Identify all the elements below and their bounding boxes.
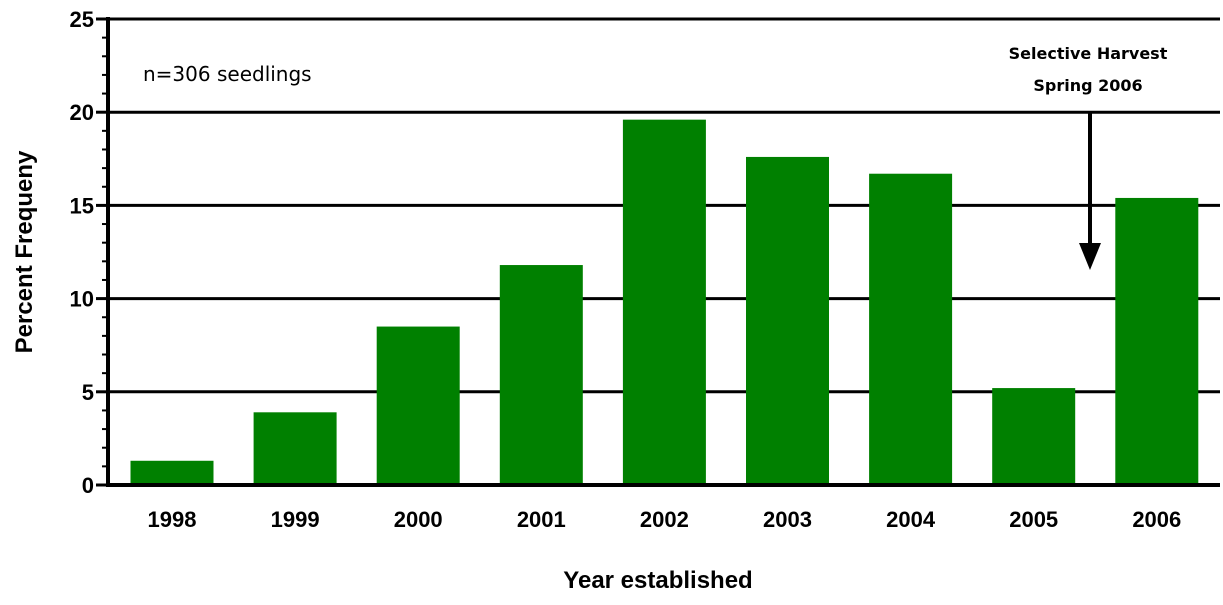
bar-1998 (130, 460, 214, 485)
bar-2005 (992, 388, 1076, 485)
x-tick-label-2002: 2002 (640, 507, 689, 532)
x-tick-label-2004: 2004 (886, 507, 936, 532)
bar-2003 (746, 156, 829, 485)
x-tick-label-2001: 2001 (517, 507, 566, 532)
bar-2000 (376, 326, 460, 485)
bar-1999 (253, 412, 337, 485)
y-tick-label-0: 0 (82, 473, 94, 498)
bar-2004 (869, 173, 953, 485)
x-tick-label-2005: 2005 (1009, 507, 1058, 532)
x-tick-label-1998: 1998 (148, 507, 197, 532)
bar-2002 (622, 119, 706, 485)
sample-size-annotation: n=306 seedlings (143, 62, 312, 86)
harvest-annotation-line2: Spring 2006 (1033, 76, 1142, 95)
axes (96, 17, 1220, 487)
y-axis-title: Percent Frequeny (11, 150, 38, 353)
y-tick-label-25: 25 (70, 7, 94, 32)
y-tick-label-5: 5 (82, 380, 94, 405)
x-tick-labels: 1998 1999 2000 2001 2002 2003 2004 2005 2006 (148, 507, 1182, 532)
x-tick-label-2003: 2003 (763, 507, 812, 532)
bars (130, 119, 1199, 485)
y-tick-labels: 0 5 10 15 20 25 (70, 7, 94, 498)
harvest-arrow-head (1079, 243, 1101, 270)
y-tick-label-10: 10 (70, 287, 94, 312)
bar-2001 (499, 265, 583, 485)
harvest-annotation-line1: Selective Harvest (1009, 44, 1168, 63)
x-tick-label-1999: 1999 (271, 507, 320, 532)
bar-2006 (1115, 197, 1199, 485)
y-tick-label-20: 20 (70, 100, 94, 125)
x-tick-label-2000: 2000 (394, 507, 443, 532)
x-axis-title: Year established (563, 567, 752, 594)
x-tick-label-2006: 2006 (1132, 507, 1181, 532)
y-tick-label-15: 15 (70, 193, 94, 218)
